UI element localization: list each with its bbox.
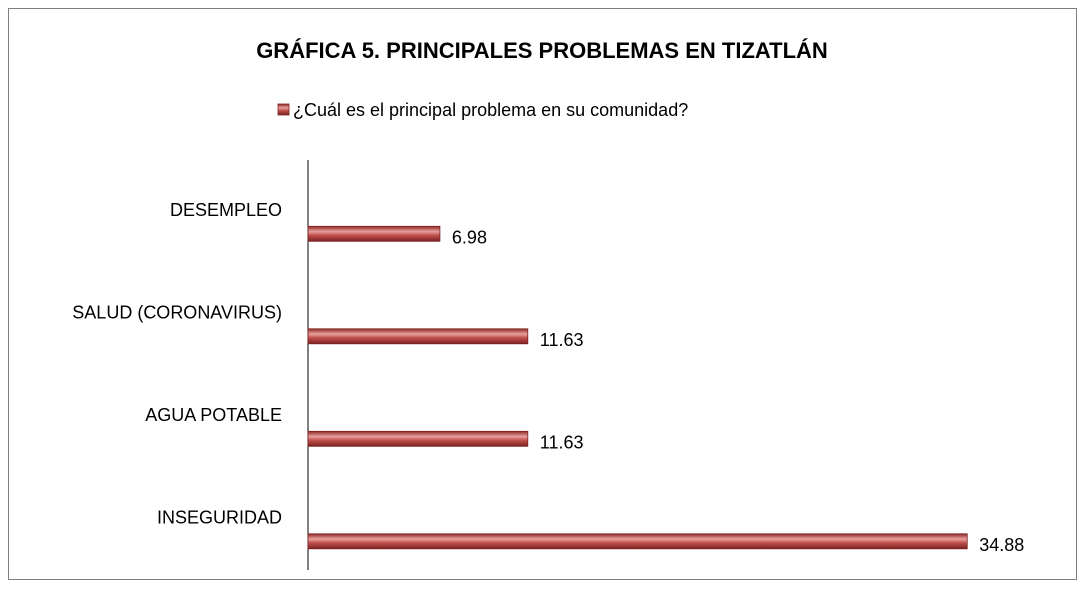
chart-title: GRÁFICA 5. PRINCIPALES PROBLEMAS EN TIZA… <box>256 38 828 63</box>
value-label: 6.98 <box>452 228 487 248</box>
chart-frame <box>8 8 1077 580</box>
value-label: 34.88 <box>979 535 1024 555</box>
bar <box>307 533 968 550</box>
category-label: DESEMPLEO <box>170 200 282 220</box>
bar <box>307 430 529 447</box>
legend-label: ¿Cuál es el principal problema en su com… <box>293 100 688 120</box>
value-label: 11.63 <box>540 330 584 350</box>
category-label: SALUD (CORONAVIRUS) <box>72 303 282 323</box>
bar <box>307 225 441 242</box>
category-label: INSEGURIDAD <box>157 508 282 528</box>
legend-swatch <box>277 103 290 116</box>
category-label: AGUA POTABLE <box>145 405 282 425</box>
value-label: 11.63 <box>540 433 584 453</box>
bar <box>307 328 529 345</box>
